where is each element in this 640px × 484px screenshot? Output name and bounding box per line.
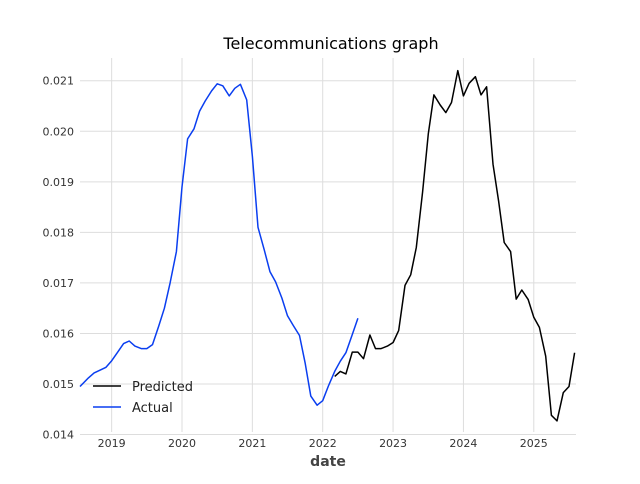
y-tick-label: 0.020 xyxy=(43,125,75,138)
legend-entry-predicted: Predicted xyxy=(93,380,193,395)
x-tick-label: 2024 xyxy=(449,437,477,450)
y-axis-ticks: 0.014 0.015 0.016 0.017 0.018 0.019 0.020 0.021 xyxy=(43,75,75,442)
y-tick-label: 0.015 xyxy=(43,378,75,391)
y-tick-label: 0.017 xyxy=(43,277,75,290)
grid xyxy=(80,58,576,436)
x-tick-label: 2020 xyxy=(168,437,196,450)
y-tick-label: 0.018 xyxy=(43,226,75,239)
legend: Predicted Actual xyxy=(93,380,193,416)
x-tick-label: 2019 xyxy=(98,437,126,450)
series-lines xyxy=(79,69,576,422)
legend-label: Actual xyxy=(132,401,173,416)
x-tick-label: 2022 xyxy=(309,437,337,450)
x-tick-label: 2023 xyxy=(379,437,407,450)
y-tick-label: 0.019 xyxy=(43,176,75,189)
x-tick-label: 2021 xyxy=(238,437,266,450)
x-axis-ticks: 2019 2020 2021 2022 2023 2024 2025 xyxy=(98,437,548,450)
legend-label: Predicted xyxy=(132,380,193,395)
x-tick-label: 2025 xyxy=(520,437,548,450)
chart-title: Telecommunications graph xyxy=(222,34,438,53)
legend-entry-actual: Actual xyxy=(93,401,173,416)
y-tick-label: 0.014 xyxy=(43,429,75,442)
y-tick-label: 0.021 xyxy=(43,75,75,88)
x-axis-label: date xyxy=(310,454,346,470)
y-tick-label: 0.016 xyxy=(43,327,75,340)
series-line-predicted xyxy=(334,69,576,422)
series-line-actual xyxy=(79,83,359,406)
